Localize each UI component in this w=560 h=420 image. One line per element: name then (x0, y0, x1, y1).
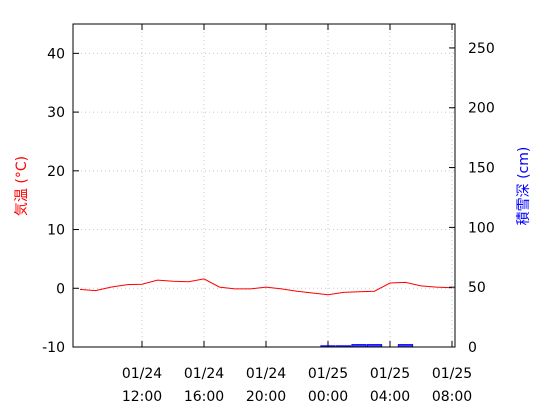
plot-frame (72, 23, 456, 348)
right-tick-label: 250 (468, 41, 495, 57)
x-tick-label-time: 16:00 (184, 389, 224, 405)
x-tick-label-time: 00:00 (308, 389, 348, 405)
x-tick-label-date: 01/25 (432, 366, 472, 382)
left-tick-label: 20 (47, 164, 65, 180)
right-tick-label: 200 (468, 101, 495, 117)
x-tick-label-date: 01/24 (122, 366, 162, 382)
left-axis-title: 気温 (°C) (14, 156, 30, 216)
right-tick-label: 100 (468, 220, 495, 236)
right-tick-label: 50 (468, 280, 486, 296)
x-tick-label-date: 01/25 (370, 366, 410, 382)
left-tick-label: 30 (47, 105, 65, 121)
left-tick-label: 10 (47, 223, 65, 239)
x-tick-label-time: 20:00 (246, 389, 286, 405)
left-tick-label: -10 (42, 340, 65, 356)
x-tick-label-date: 01/24 (184, 366, 224, 382)
left-tick-label: 40 (47, 46, 65, 62)
axis-ticks (73, 24, 455, 348)
temperature-line (79, 278, 453, 296)
left-tick-label: 0 (56, 281, 65, 297)
x-tick-label-time: 12:00 (122, 389, 162, 405)
grid (73, 24, 455, 347)
x-tick-label-time: 08:00 (432, 389, 472, 405)
x-tick-label-date: 01/25 (308, 366, 348, 382)
x-tick-label-date: 01/24 (246, 366, 286, 382)
temperature-line-layer (79, 278, 453, 296)
tick-labels: -10 0 10 20 30 40 0 50 100 150 200 250 01/24 12:00 01/… (42, 41, 495, 405)
right-tick-label: 0 (468, 340, 477, 356)
right-tick-label: 150 (468, 161, 495, 177)
right-axis-title: 積雪深 (cm) (516, 147, 532, 226)
x-tick-label-time: 04:00 (370, 389, 410, 405)
